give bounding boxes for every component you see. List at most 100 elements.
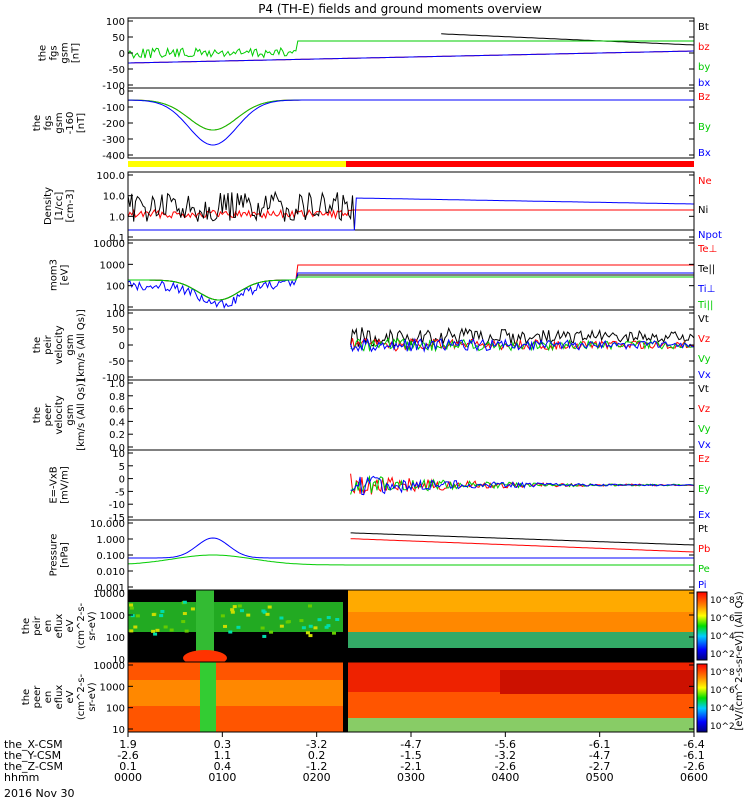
ytick-label: 10 [112, 449, 125, 460]
legend-bx: bx [698, 78, 710, 89]
heatmap-cell [184, 629, 189, 633]
panel-p7: Ez Ey Ex 10 5 0-5 -10 -15 E=-VxB[mV/m] [49, 449, 711, 524]
ylabel-line: eV [65, 619, 76, 632]
legend-Pe: Pe [698, 564, 710, 575]
ylabel-line: the [32, 115, 43, 131]
colorbar [696, 663, 708, 733]
ytick-label: 100 [106, 704, 125, 715]
ytick-label: 0.100 [96, 551, 125, 562]
heatmap-cell [220, 614, 225, 618]
heatmap-cell [308, 604, 313, 608]
heatmap-cell [262, 634, 267, 638]
figure-title: P4 (TH-E) fields and ground moments over… [258, 2, 542, 16]
ylabel-line: E=-VxB [49, 466, 60, 503]
ytick-label: -200 [102, 119, 125, 130]
heatmap-cell [331, 631, 336, 635]
heatmap-cell [237, 604, 242, 608]
ytick-label: 0.2 [109, 430, 125, 441]
legend-Ni: Ni [698, 205, 708, 216]
heatmap-cell [228, 630, 233, 634]
xaxis-row-label: the_X-CSM [4, 738, 63, 751]
heatmap-cell [324, 625, 329, 629]
legend-Npot: Npot [698, 230, 722, 241]
series-line-Te|| [128, 274, 694, 301]
ytick-label: 10 [112, 655, 125, 666]
xtick-label: -4.7 [400, 738, 421, 751]
legend-Vt: Vt [698, 384, 709, 395]
heatmap-cell [196, 590, 214, 662]
ytick-label: 50 [112, 325, 125, 336]
legend-Bx: Bx [698, 148, 711, 159]
heatmap-cell [128, 680, 346, 706]
status-bar-red [346, 161, 694, 167]
ytick-label: 1.0 [109, 212, 125, 223]
ytick-label: -50 [109, 65, 125, 76]
ylabel-line: en [43, 620, 54, 633]
heatmap-cell [317, 618, 322, 622]
ytick-label: 1.000 [96, 535, 125, 546]
panel-p1: Bt bz by bx 100 50 0 -50 -100 thefgsgsm[nT] [38, 17, 711, 92]
series-line-Pt [350, 532, 695, 546]
colorbar-tick: 10^4 [710, 632, 735, 642]
ytick-label: 0 [119, 49, 125, 60]
heatmap-cell [182, 612, 187, 616]
heatmap-cell [181, 620, 186, 624]
ytick-label: -100 [102, 373, 125, 384]
xtick-label: -3.2 [495, 749, 516, 762]
legend-Pt: Pt [698, 524, 708, 535]
series-line-Ti⊥ [127, 272, 694, 310]
heatmap-p9 [128, 590, 694, 666]
date-label: 2016 Nov 30 [4, 787, 74, 800]
ylabel-line: velocity [54, 325, 65, 364]
heatmap-cell [129, 629, 134, 633]
series-line-Npot [128, 197, 694, 231]
heatmap-cell [313, 626, 318, 630]
ylabel-line: Pressure [49, 534, 60, 577]
ylabel-line: Density [43, 187, 54, 225]
ytick-label: -15 [109, 513, 125, 524]
ylabel-line: gsm [65, 334, 76, 355]
panel-p9: 10000 1000 100 10 thepeirenefluxeV(cm^2-s-sr… [21, 589, 695, 666]
ytick-label: 0.6 [109, 405, 125, 416]
series-line-Vx [350, 337, 695, 353]
series-line-Ex [350, 475, 695, 495]
ytick-label: -300 [102, 135, 125, 146]
legend-Vy: Vy [698, 424, 711, 435]
legend-Vt: Vt [698, 314, 709, 325]
ylabel-line: the [21, 618, 32, 634]
colorbar-tick: 10^6 [710, 686, 735, 696]
legend-Vx: Vx [698, 370, 711, 381]
xtick-label: 0.4 [214, 760, 232, 773]
ytick-label: 100 [106, 309, 125, 320]
ylabel-line: (cm^2-s- [76, 673, 87, 720]
heatmap-cell [151, 613, 156, 617]
xtick-label: 0600 [680, 771, 708, 784]
series-line-Ne [127, 208, 694, 220]
heatmap-cell [190, 607, 195, 611]
xtick-label: -6.4 [683, 738, 704, 751]
heatmap-cell [159, 614, 164, 618]
heatmap-cell [279, 624, 284, 628]
panel-p3: Ne Ni Npot 100.0 10.0 1.0 0.1 Density[1/cc][cm-… [43, 171, 722, 244]
heatmap-cell [308, 634, 313, 638]
heatmap-cell [346, 632, 694, 648]
xtick-label: 1.9 [119, 738, 137, 751]
ytick-label: 10.000 [90, 519, 125, 530]
legend-Bz: Bz [698, 92, 710, 103]
heatmap-p10 [128, 662, 694, 732]
ylabel-line: en [43, 691, 54, 704]
xtick-label: 0.2 [308, 749, 326, 762]
ylabel-line: [nPa] [60, 542, 71, 568]
ytick-label: 10000 [93, 239, 125, 250]
ylabel-p3: Density[1/cc][cm-3] [43, 187, 76, 225]
series-line-Te⊥ [128, 264, 694, 301]
xtick-label: -2.7 [589, 760, 610, 773]
ylabel-line: sr-eV) [87, 611, 98, 640]
colorbar [696, 591, 708, 661]
ytick-label: 1000 [100, 260, 125, 271]
ylabel-line: eV [65, 690, 76, 703]
colorbar-tick: 10^8 [710, 668, 735, 678]
legend-Te||: Te|| [697, 264, 715, 275]
ytick-label: 0 [119, 87, 125, 98]
ytick-label: 0.4 [109, 417, 125, 428]
